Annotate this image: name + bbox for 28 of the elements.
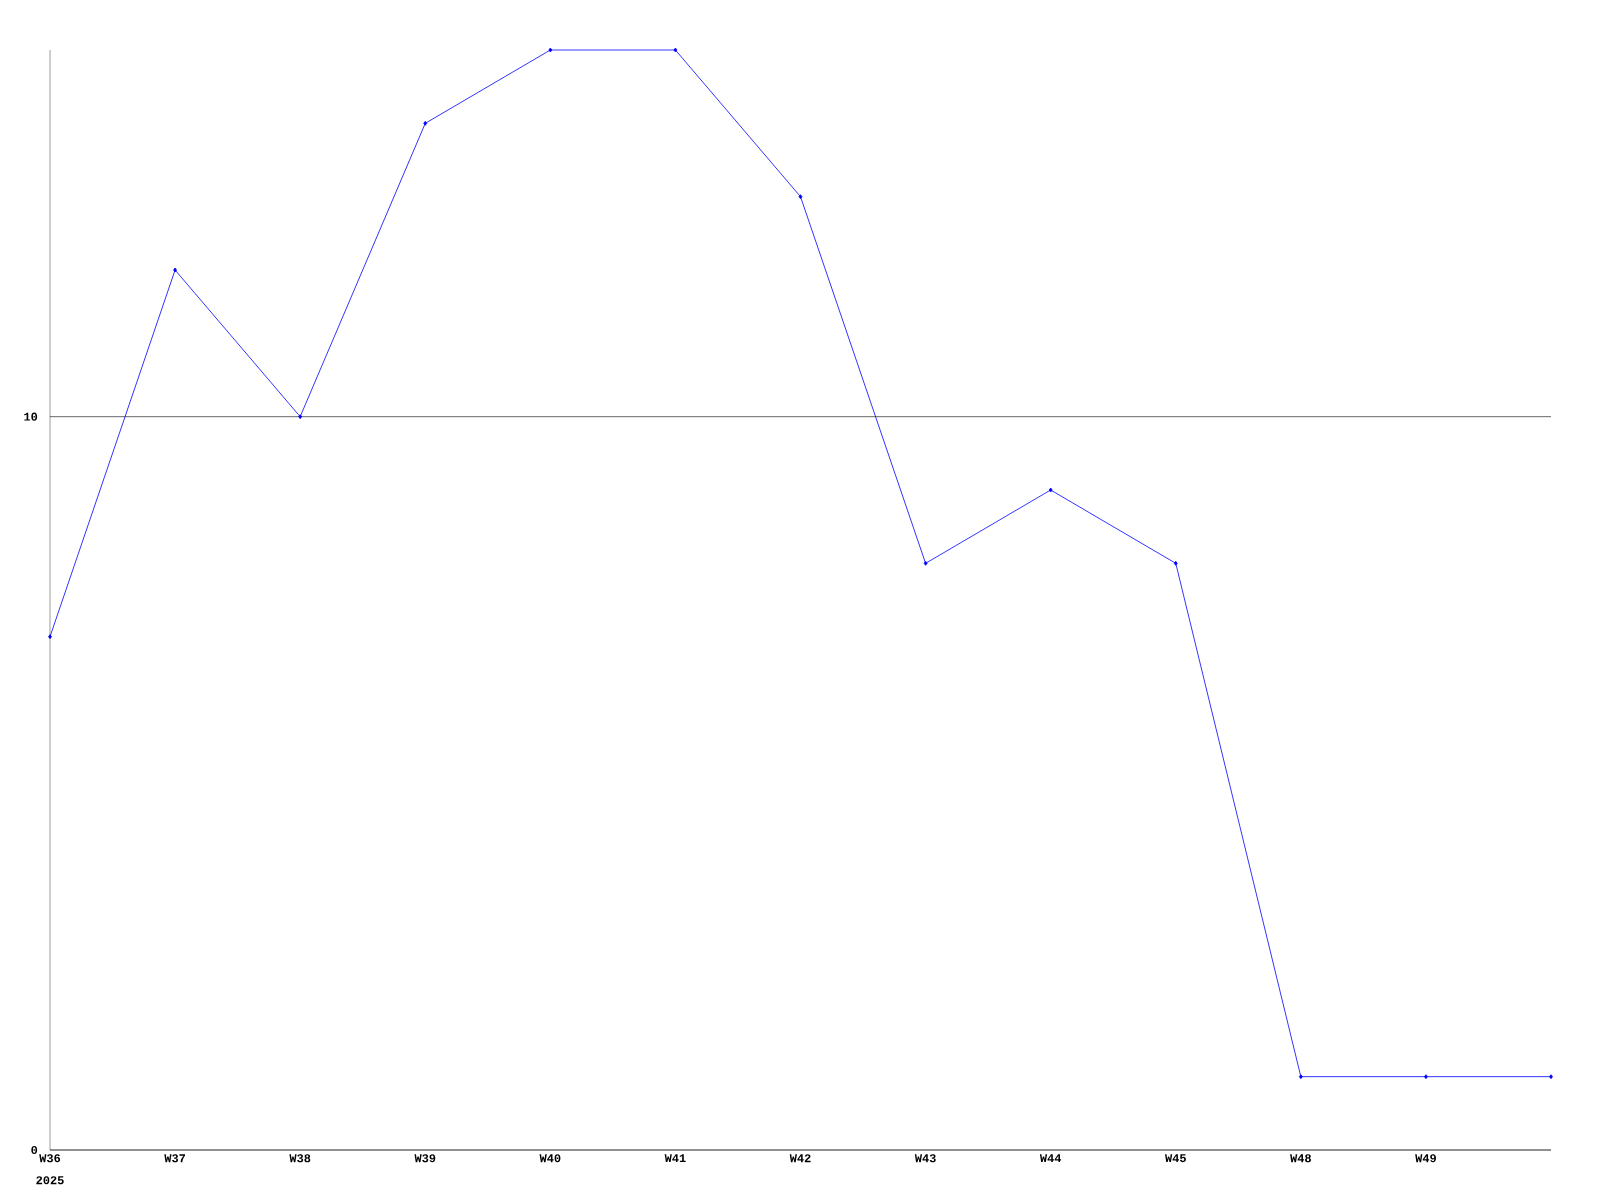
point xyxy=(298,414,303,420)
x-tick-label: W38 xyxy=(289,1154,311,1163)
x-tick-label: W42 xyxy=(789,1154,811,1163)
x-tick-label: W37 xyxy=(164,1154,186,1163)
point xyxy=(1549,1074,1553,1080)
point xyxy=(1298,1074,1303,1080)
x-tick-label: W44 xyxy=(1039,1154,1062,1163)
x-tick-label: W48 xyxy=(1290,1154,1311,1163)
x-tick-label: W40 xyxy=(539,1154,561,1163)
x-tick-label: W45 xyxy=(1165,1154,1186,1163)
point xyxy=(673,47,678,53)
x-tick-label: W41 xyxy=(664,1154,686,1163)
x-tick-label: W36 xyxy=(39,1154,61,1163)
y-tick-label: 0 xyxy=(31,1145,38,1155)
x-tick-label: W43 xyxy=(914,1154,936,1163)
x-tick-label: W49 xyxy=(1415,1154,1436,1163)
point xyxy=(1173,560,1178,566)
x-tick-label: W39 xyxy=(414,1154,436,1163)
point xyxy=(798,194,803,200)
point xyxy=(923,560,928,566)
y-tick-label: 10 xyxy=(24,412,38,421)
point xyxy=(48,634,52,640)
point xyxy=(173,267,177,273)
point xyxy=(1424,1074,1428,1080)
point xyxy=(423,120,428,126)
point xyxy=(548,47,553,53)
text: 2025 xyxy=(36,1176,64,1185)
point xyxy=(1048,487,1053,493)
